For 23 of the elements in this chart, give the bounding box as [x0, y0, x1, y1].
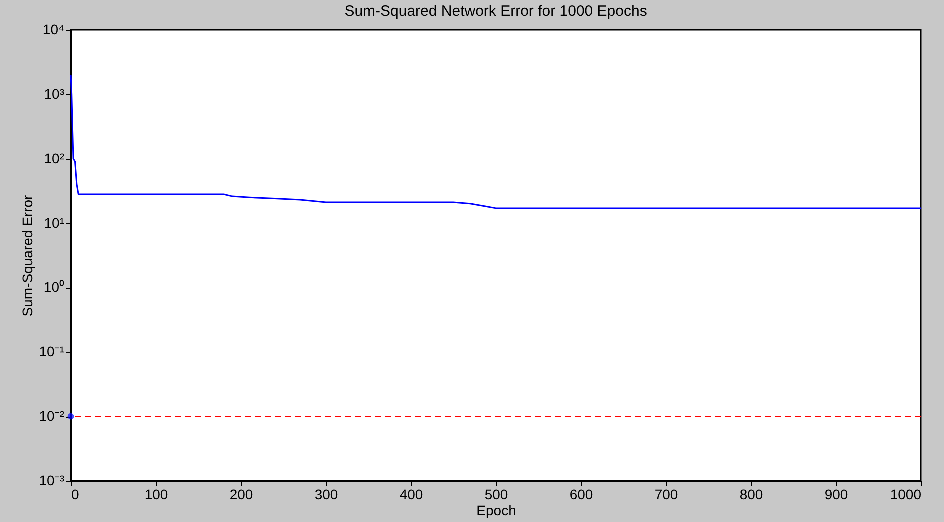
chart-title: Sum-Squared Network Error for 1000 Epochs: [344, 3, 648, 20]
x-tick-label: 800: [740, 486, 764, 502]
y-tick-label: 10²: [44, 150, 65, 166]
line-series: [70, 74, 922, 210]
y-tick-label: 10⁻¹: [39, 344, 65, 360]
y-tick-label: 10⁴: [42, 22, 64, 38]
x-tick-label: 400: [400, 486, 424, 502]
x-tick-label: 100: [144, 486, 168, 502]
y-tick-label: 10⁻³: [39, 472, 65, 488]
x-tick-label: 200: [230, 486, 254, 502]
y-tick-label: 10⁰: [44, 279, 64, 296]
x-tick-label: 1000: [890, 486, 922, 502]
y-tick-label: 10⁻²: [39, 408, 65, 424]
y-tick-label: 10¹: [44, 214, 65, 231]
x-axis-title: Epoch: [476, 502, 516, 518]
x-tick-label: 300: [314, 486, 338, 502]
x-tick-label: 900: [824, 486, 848, 502]
x-tick-label: 0: [72, 486, 80, 502]
x-tick-label: 500: [484, 486, 508, 502]
y-axis-title: Sum-Squared Error: [19, 194, 36, 317]
x-tick-label: 600: [570, 486, 594, 502]
x-tick-label: 700: [654, 486, 678, 502]
y-tick-label: 10³: [44, 86, 65, 102]
